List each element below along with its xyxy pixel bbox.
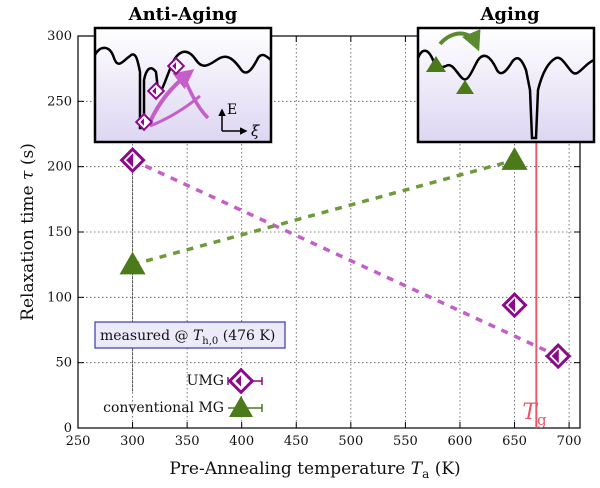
legend-label-umg: UMG — [187, 373, 224, 389]
x-tick-label: 700 — [557, 434, 582, 449]
diamond-marker-fill — [551, 349, 559, 363]
umg-point — [119, 147, 146, 174]
y-tick-label: 50 — [55, 356, 72, 371]
y-tick-label: 0 — [64, 421, 72, 436]
y-tick-label: 300 — [47, 29, 72, 44]
y-tick-label: 200 — [47, 160, 72, 175]
x-tick-label: 650 — [502, 434, 527, 449]
diamond-marker-fill — [508, 298, 515, 312]
x-tick-label: 500 — [338, 434, 363, 449]
y-tick-label: 250 — [47, 94, 72, 109]
svg-text:E: E — [227, 102, 237, 118]
y-tick-label: 100 — [47, 290, 72, 305]
inset-aging: Aging — [416, 4, 596, 144]
x-tick-label: 550 — [393, 434, 418, 449]
y-tick-label: 150 — [47, 225, 72, 240]
trend-lines — [131, 147, 559, 392]
legend-marker-umg — [227, 367, 255, 395]
x-tick-label: 350 — [175, 434, 200, 449]
x-tick-label: 400 — [229, 434, 254, 449]
conventional-mg-point — [119, 251, 146, 275]
conventional-mg-point — [501, 147, 528, 170]
legend-marker-conventional-mg — [229, 396, 253, 417]
tg-label: Tg — [522, 400, 547, 429]
svg-text:measured @ Th,0 (476 K): measured @ Th,0 (476 K) — [100, 328, 275, 347]
measurement-annotation: measured @ Th,0 (476 K) — [94, 321, 286, 349]
triangle-marker — [119, 251, 146, 275]
svg-text:ξ: ξ — [251, 122, 260, 140]
umg-point — [501, 292, 528, 319]
x-tick-label: 250 — [66, 434, 91, 449]
x-tick-label: 600 — [448, 434, 473, 449]
trend-line-1 — [132, 158, 515, 267]
data-points — [119, 147, 572, 370]
x-axis-label: Pre-Annealing temperature Ta (K) — [169, 459, 460, 481]
triangle-marker — [501, 147, 528, 170]
inset-title-aging: Aging — [479, 4, 539, 25]
x-tick-label: 300 — [120, 434, 145, 449]
legend-label-conventional-mg: conventional MG — [103, 400, 224, 416]
grid-lines: 250 300 350 400 450 500 550 600 650 700 0 50 100 150 2… — [47, 29, 581, 449]
umg-point — [545, 343, 572, 370]
x-tick-label: 450 — [284, 434, 309, 449]
y-axis-label: Relaxation time τ (s) — [18, 143, 38, 321]
legend: UMG conventional MG — [103, 367, 263, 417]
inset-title-anti-aging: Anti-Aging — [128, 4, 238, 25]
diamond-marker-fill — [126, 153, 133, 167]
inset-anti-aging: E ξ Anti-Aging — [93, 4, 273, 144]
